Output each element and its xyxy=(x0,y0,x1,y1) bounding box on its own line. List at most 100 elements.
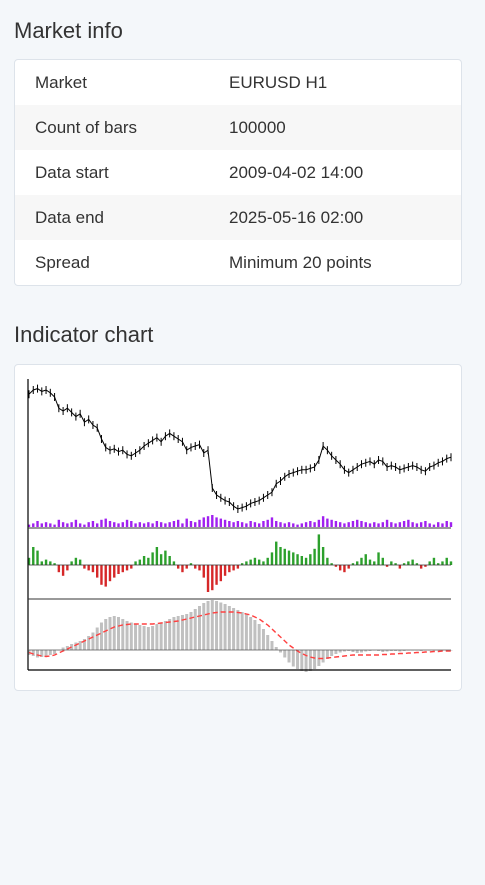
volume-bar xyxy=(142,523,146,527)
histogram-bar xyxy=(364,554,367,565)
histogram-bar xyxy=(445,557,448,565)
oscillator-bar xyxy=(223,604,227,650)
histogram-bar xyxy=(437,563,440,565)
volume-bar xyxy=(373,522,376,527)
histogram-bar xyxy=(27,557,31,565)
oscillator-bar xyxy=(108,617,112,650)
oscillator-bar xyxy=(78,641,82,650)
histogram-bar xyxy=(266,557,269,565)
oscillator-bar xyxy=(236,610,240,650)
volume-bar xyxy=(283,523,286,527)
oscillator-bar xyxy=(321,650,325,663)
histogram-bar xyxy=(159,554,163,565)
histogram-bar xyxy=(168,556,171,565)
histogram-bar xyxy=(351,563,355,565)
histogram-bar xyxy=(240,563,244,565)
histogram-bar xyxy=(330,563,333,565)
oscillator-bar xyxy=(274,647,278,650)
volume-bar xyxy=(415,523,419,527)
volume-bar xyxy=(356,519,359,527)
indicator-chart-title: Indicator chart xyxy=(14,322,154,347)
volume-bar xyxy=(441,523,444,527)
volume-bar xyxy=(61,522,65,527)
row-label: Count of bars xyxy=(35,117,138,137)
histogram-bar xyxy=(398,565,402,569)
volume-bar xyxy=(83,524,86,527)
oscillator-bar xyxy=(342,650,346,652)
volume-bar xyxy=(398,522,402,527)
volume-bar xyxy=(49,523,52,527)
oscillator-bar xyxy=(266,635,270,650)
histogram-bar xyxy=(249,559,252,565)
row-value: 100000 xyxy=(229,117,286,137)
indicator-chart xyxy=(27,379,453,672)
oscillator-bar xyxy=(419,650,423,651)
oscillator-bar xyxy=(325,650,329,659)
volume-bar xyxy=(377,523,380,527)
histogram-bar xyxy=(326,557,329,565)
row-value: 2009-04-02 14:00 xyxy=(229,162,364,182)
histogram-bar xyxy=(202,565,205,578)
volume-bar xyxy=(36,521,39,527)
histogram-bar xyxy=(78,559,82,565)
oscillator-bar xyxy=(313,650,317,669)
oscillator-bar xyxy=(377,650,381,651)
oscillator-bar xyxy=(291,650,295,667)
oscillator-bar xyxy=(155,624,159,650)
histogram-bar xyxy=(275,541,278,565)
volume-bar xyxy=(138,522,142,527)
volume-bar xyxy=(147,522,150,527)
histogram-bar xyxy=(304,557,308,565)
volume-bar xyxy=(100,519,103,527)
oscillator-bar xyxy=(232,608,236,650)
oscillator-bar xyxy=(189,612,193,650)
histogram-bar xyxy=(343,565,346,573)
histogram-bar xyxy=(317,534,321,565)
volume-bar xyxy=(189,521,193,527)
volume-bar xyxy=(159,522,163,527)
volume-bar xyxy=(449,522,453,527)
oscillator-bar xyxy=(296,650,300,669)
row-label: Spread xyxy=(35,252,90,272)
oscillator-bar xyxy=(398,650,402,652)
histogram-bar xyxy=(449,561,453,565)
price-line xyxy=(28,388,452,510)
volume-bar xyxy=(364,522,367,527)
histogram-bar xyxy=(219,565,223,582)
volume-bar xyxy=(385,519,389,527)
oscillator-bar xyxy=(355,650,359,653)
volume-bar xyxy=(300,523,304,527)
volume-bar xyxy=(330,519,333,527)
histogram-bar xyxy=(121,565,124,573)
histogram-bar xyxy=(70,561,73,565)
signal-line xyxy=(28,611,451,660)
oscillator-bar xyxy=(36,650,40,658)
histogram-bar xyxy=(377,552,380,565)
histogram-bar xyxy=(66,565,69,571)
histogram-bar xyxy=(32,547,35,565)
histogram-bar xyxy=(334,565,338,567)
market-info-title: Market info xyxy=(14,18,123,43)
oscillator-bar xyxy=(359,650,363,653)
histogram-bar xyxy=(390,561,393,565)
histogram-bar xyxy=(223,565,227,576)
oscillator-bar xyxy=(278,650,282,653)
volume-bar xyxy=(78,523,82,527)
oscillator-bar xyxy=(44,650,48,656)
oscillator-bar xyxy=(87,636,91,650)
volume-bar xyxy=(394,523,397,527)
volume-bars xyxy=(27,515,453,527)
oscillator-bar xyxy=(112,616,116,650)
oscillator-bar xyxy=(138,625,142,650)
row-label: Data start xyxy=(35,162,109,182)
volume-bar xyxy=(113,522,116,527)
histogram-bar xyxy=(394,563,397,565)
oscillator-bar xyxy=(146,627,150,650)
volume-bar xyxy=(390,522,393,527)
oscillator-bar xyxy=(185,614,189,650)
histogram-bar xyxy=(138,559,142,565)
oscillator-bar xyxy=(300,650,304,671)
volume-bar xyxy=(172,521,176,527)
oscillator-bar xyxy=(40,650,44,657)
oscillator-bar xyxy=(121,619,125,650)
